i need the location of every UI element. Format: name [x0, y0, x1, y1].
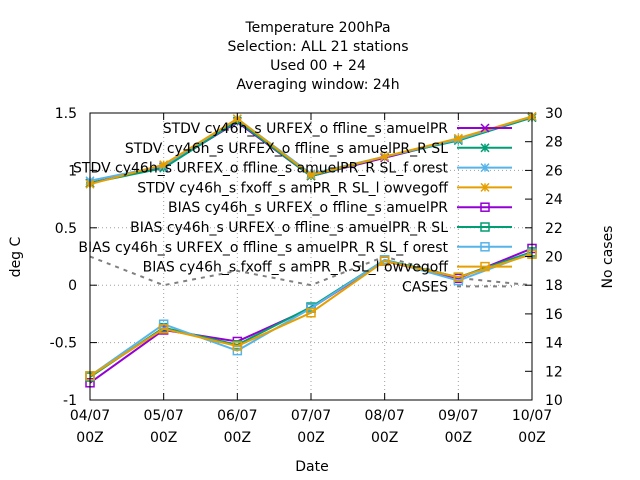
legend-label: CASES — [402, 279, 448, 295]
x-tick-label: 00Z — [150, 430, 177, 446]
y-tick-label: -1 — [63, 393, 77, 409]
title-line: Selection: ALL 21 stations — [227, 39, 408, 55]
data-point — [480, 202, 490, 212]
y2-tick-label: 16 — [545, 307, 563, 323]
y2-tick-label: 12 — [545, 364, 563, 380]
y2-tick-label: 24 — [545, 192, 563, 208]
y2-tick-label: 26 — [545, 163, 563, 179]
x-tick-label: 05/07 — [143, 408, 183, 424]
data-point — [306, 170, 316, 180]
legend-label: STDV cy46h_s URFEX_o ffline_s amuelPR — [163, 121, 449, 137]
x-tick-label: 00Z — [76, 430, 103, 446]
legend-label: STDV cy46h_s URFEX_o ffline_s amuelPR_R … — [73, 161, 448, 177]
data-point — [158, 324, 169, 334]
data-point — [159, 160, 169, 170]
y-tick-label: 0.5 — [55, 221, 77, 237]
legend-label: BIAS cy46h_s URFEX_o ffline_s amuelPR_R … — [78, 240, 448, 256]
series — [85, 249, 537, 381]
title-line: Used 00 + 24 — [270, 58, 366, 74]
data-point — [480, 182, 490, 192]
chart-title: Temperature 200hPa Selection: ALL 21 stat… — [227, 20, 408, 93]
legend-label: STDV cy46h_s fxoff_s amPR_R SL_l owvegof… — [137, 180, 448, 196]
series-line — [89, 253, 533, 377]
data-point — [480, 163, 490, 173]
data-point — [379, 256, 390, 266]
data-point — [380, 152, 390, 162]
data-point — [306, 308, 316, 318]
x-tick-label: 10/07 — [512, 408, 552, 424]
legend: STDV cy46h_s URFEX_o ffline_s amuelPR STD… — [73, 121, 512, 295]
series-lines — [85, 111, 537, 388]
x-tick-label: 00Z — [297, 430, 324, 446]
y2-tick-label: 18 — [545, 278, 563, 294]
data-point — [480, 123, 490, 133]
data-point — [453, 272, 464, 282]
title-line: Averaging window: 24h — [236, 77, 399, 93]
legend-label: BIAS cy46h_s URFEX_o ffline_s amuelPR_R … — [130, 220, 448, 236]
data-point — [453, 133, 463, 143]
data-point — [232, 341, 243, 351]
data-point — [480, 242, 490, 252]
x-tick-label: 00Z — [445, 430, 472, 446]
y-tick-label: -0.5 — [50, 336, 77, 352]
y2-tick-label: 22 — [545, 221, 563, 237]
axis-ticks: 04/07 00Z 05/07 00Z 06/07 00Z 07/07 00Z 08/07 00Z… — [50, 106, 563, 446]
y-tick-label: 0 — [68, 278, 77, 294]
y2-tick-label: 28 — [545, 135, 563, 151]
y-tick-label: 1 — [68, 163, 77, 179]
y2-tick-label: 30 — [545, 106, 563, 122]
y-axis-label: deg C — [8, 236, 24, 277]
x-tick-label: 04/07 — [70, 408, 110, 424]
x-tick-label: 00Z — [224, 430, 251, 446]
legend-label: BIAS cy46h_s URFEX_o ffline_s amuelPR — [168, 200, 448, 216]
y2-tick-label: 10 — [545, 393, 563, 409]
x-tick-label: 06/07 — [217, 408, 257, 424]
x-tick-label: 09/07 — [438, 408, 478, 424]
x-tick-label: 00Z — [371, 430, 398, 446]
legend-label: BIAS cy46h_s fxoff_s amPR_R SL_l owvegof… — [143, 260, 449, 276]
y2-tick-label: 20 — [545, 250, 563, 266]
x-tick-label: 08/07 — [364, 408, 404, 424]
y2-axis-label: No cases — [600, 226, 616, 289]
x-tick-label: 07/07 — [291, 408, 331, 424]
legend-label: STDV cy46h_s URFEX_o ffline_s amuelPR_R … — [125, 141, 448, 157]
y2-tick-label: 14 — [545, 336, 563, 352]
y-tick-label: 1.5 — [55, 106, 77, 122]
data-point — [480, 143, 490, 153]
title-line: Temperature 200hPa — [244, 20, 390, 36]
x-tick-label: 00Z — [518, 430, 545, 446]
data-point — [480, 222, 490, 232]
data-point — [480, 261, 490, 272]
x-axis-label: Date — [295, 459, 328, 475]
